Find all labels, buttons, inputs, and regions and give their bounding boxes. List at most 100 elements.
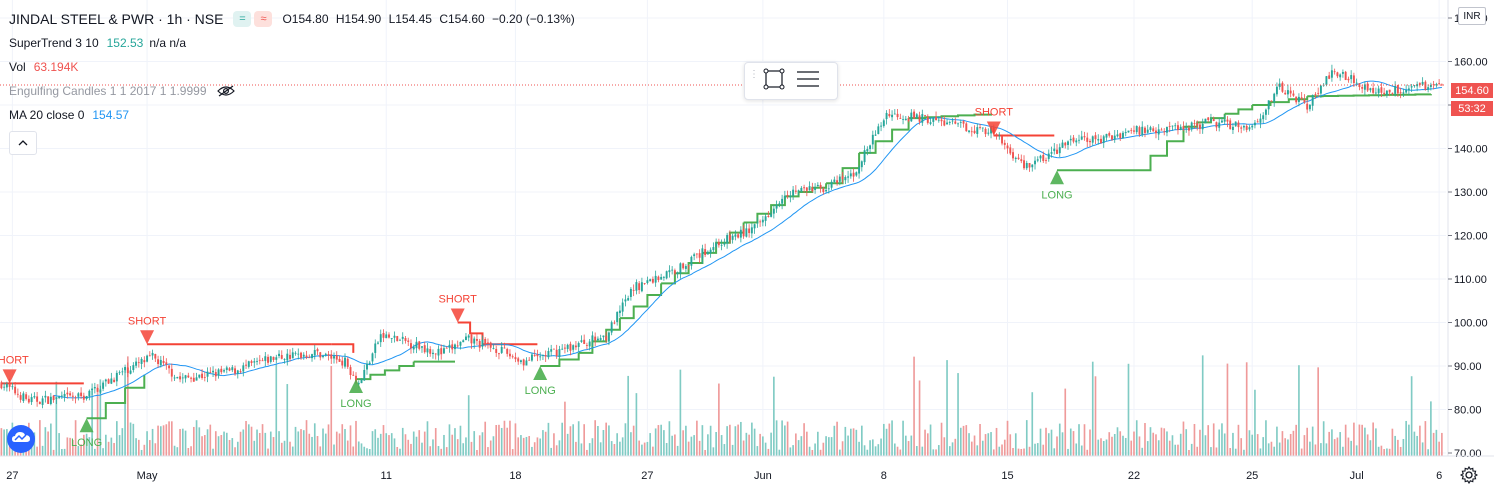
indicator-name: Vol [9,60,26,74]
volume-bar [770,432,772,456]
candle-body [192,377,195,382]
x-tick-label: 11 [381,470,392,482]
candle-body [104,379,107,382]
candle-body [410,343,412,349]
volume-bar [1218,429,1221,456]
volume-bar [1276,426,1278,456]
indicator-engulfing[interactable]: Engulfing Candles 1 1 2017 1 1.9999 [9,79,579,103]
volume-bar [319,446,322,456]
candle-body [1064,142,1067,146]
candle-body [544,355,547,357]
volume-bar [685,425,687,456]
candle-body [74,397,77,399]
volume-bar [580,443,583,456]
volume-bar [751,422,753,456]
candle-body [269,356,272,362]
candle-body [374,343,377,353]
volume-bar [913,356,915,456]
volume-bar [1199,429,1201,456]
volume-bar [577,421,580,456]
candle-body [574,345,577,348]
candle-body [649,279,652,282]
volume-bar [487,447,489,456]
eye-hidden-icon[interactable] [216,85,235,97]
volume-bar [1229,448,1232,456]
volume-bar [668,421,671,456]
volume-bar [1210,447,1212,456]
candle-body [1056,149,1058,154]
volume-bar [437,446,440,456]
candle-body [737,234,740,238]
candle-body [728,235,731,241]
volume-bar [1309,441,1311,456]
symbol-title[interactable]: JINDAL STEEL & PWR · 1h · NSE [9,11,224,27]
candle-body [1135,126,1138,133]
volume-bar [278,431,280,456]
volume-bar [52,449,55,456]
volume-bar [569,426,572,456]
indicator-ma[interactable]: MA 20 close 0 154.57 [9,103,579,127]
drag-handle-icon[interactable]: ⋮ [749,69,759,80]
time-axis[interactable]: 27 May 11 18 27 Jun 8 15 22 25 Jul 6 [0,455,1494,482]
indicator-volume[interactable]: Vol 63.194K [9,55,579,79]
volume-bar [682,430,684,456]
candle-body [401,336,404,339]
volume-bar [1094,376,1097,456]
candle-body [162,360,165,364]
candle-body [629,288,632,297]
candle-body [1039,155,1042,159]
tradingview-logo[interactable] [7,425,35,453]
volume-bar [1300,448,1303,456]
volume-bar [1380,445,1383,456]
volume-bar [547,422,550,456]
candle-body [440,348,443,355]
collapse-legend-button[interactable] [9,131,37,155]
indicator-supertrend[interactable]: SuperTrend 3 10 152.53 n/a n/a [9,31,579,55]
volume-bar [740,421,742,456]
candle-body [866,149,869,152]
candle-body [852,172,855,177]
volume-bar [1416,435,1418,456]
volume-bar [1124,437,1127,456]
volume-bar [478,435,481,456]
volume-bar [693,435,695,456]
volume-bar [1265,420,1267,456]
volume-bar [1298,365,1300,456]
volume-bar [1003,439,1006,456]
volume-bar [401,427,404,456]
volume-bar [421,442,423,456]
chevron-up-icon [18,131,28,155]
currency-badge[interactable]: INR [1458,7,1486,25]
volume-bar [1116,427,1119,456]
volume-bar [800,436,803,456]
signal-label: SHORT [0,354,29,366]
candle-body [1036,159,1039,161]
candle-body [311,354,313,359]
candle-body [695,253,698,255]
candle-body [838,176,841,182]
volume-bar [687,441,690,456]
long-signal: LONG [525,366,556,397]
line-settings-button[interactable] [791,66,825,96]
price-axis[interactable]: 70.00 80.00 90.00 100.00 110.00 120.00 130.00 1… [1447,0,1488,460]
candle-body [522,359,525,366]
candle-body [503,347,506,349]
volume-bar [852,428,855,456]
chart-settings-button[interactable] [1459,465,1479,485]
candle-body [253,361,256,363]
ohlc-high: H154.90 [335,12,382,26]
candle-body [379,334,382,343]
candle-body [591,335,594,341]
x-tick-label: 15 [1001,470,1013,482]
volume-bar [893,443,896,456]
volume-bar [129,422,132,456]
rectangle-tool-button[interactable] [757,66,791,96]
candle-body [107,379,110,384]
volume-bar [1042,444,1045,456]
volume-bar [308,433,311,456]
candle-body [596,338,599,341]
signal-label: SHORT [128,315,167,327]
volume-bar [833,425,836,456]
volume-bar [553,433,555,456]
